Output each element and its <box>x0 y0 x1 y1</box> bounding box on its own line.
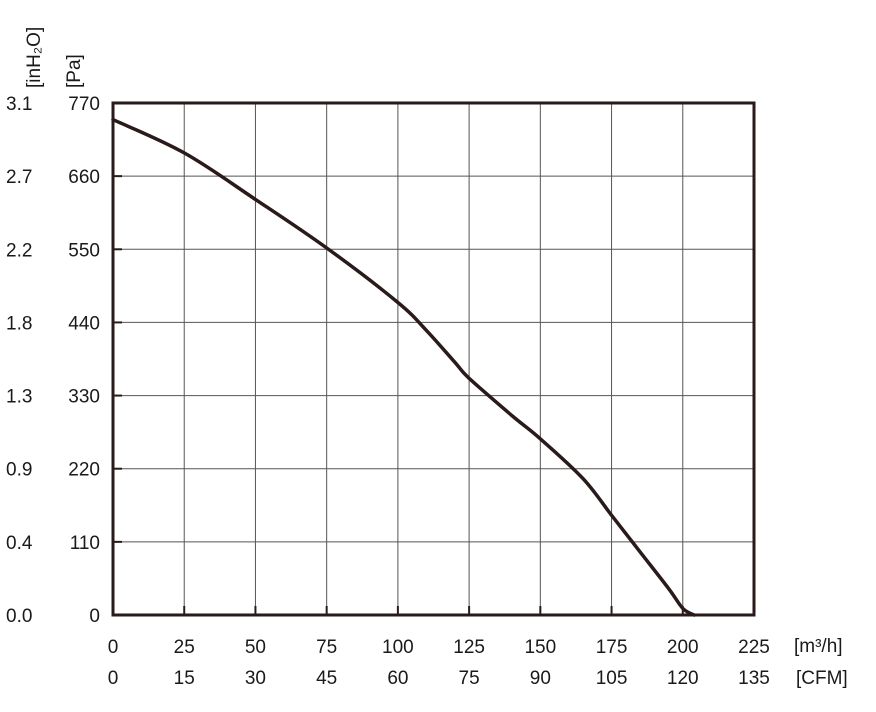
x-tick-label-m3h: 150 <box>524 637 556 658</box>
y-tick-label-pa: 110 <box>70 533 100 554</box>
y-tick-label-inh2o: 1.8 <box>6 313 32 334</box>
x-tick-label-m3h: 125 <box>453 637 485 658</box>
x-axis-cfm-unit-label: [CFM] <box>796 668 848 689</box>
x-tick-label-cfm: 90 <box>530 668 551 689</box>
y-tick-label-pa: 220 <box>68 460 100 481</box>
x-tick-label-cfm: 45 <box>316 668 337 689</box>
x-tick-label-cfm: 30 <box>245 668 266 689</box>
y-tick-label-inh2o: 2.7 <box>6 167 32 188</box>
x-tick-label-cfm: 105 <box>596 668 628 689</box>
y-tick-label-pa: 660 <box>68 167 100 188</box>
performance-curve <box>111 117 696 617</box>
x-tick-label-m3h: 175 <box>596 637 628 658</box>
x-tick-label-cfm: 0 <box>108 668 119 689</box>
x-tick-label-cfm: 75 <box>459 668 480 689</box>
series-layer <box>111 117 696 617</box>
x-tick-label-m3h: 100 <box>382 637 414 658</box>
y-tick-label-pa: 550 <box>68 240 100 261</box>
y-tick-label-pa: 440 <box>68 313 100 334</box>
x-tick-label-cfm: 120 <box>667 668 699 689</box>
x-tick-label-m3h: 200 <box>667 637 699 658</box>
y-axis-pa-unit-label: [Pa] <box>64 54 85 88</box>
x-axis-m3h-unit-label: [m³/h] <box>794 636 843 657</box>
y-tick-label-pa: 330 <box>68 387 100 408</box>
ticks-layer: 0025155030754510060125751509017510520012… <box>6 94 770 689</box>
x-tick-label-m3h: 50 <box>245 637 266 658</box>
grid-layer <box>112 102 755 616</box>
plot-frame <box>111 101 756 617</box>
x-tick-label-cfm: 15 <box>174 668 195 689</box>
y-tick-label-inh2o: 0.4 <box>6 533 33 554</box>
x-tick-label-m3h: 25 <box>174 637 195 658</box>
y-tick-label-pa: 770 <box>68 94 100 115</box>
y-tick-label-inh2o: 3.1 <box>6 94 32 115</box>
x-tick-label-m3h: 0 <box>108 637 119 658</box>
y-tick-label-inh2o: 1.3 <box>6 387 32 408</box>
y-tick-label-inh2o: 0.9 <box>6 460 32 481</box>
labels-layer: [inH₂O] [Pa] [m³/h] [CFM] <box>24 27 848 689</box>
y-tick-label-pa: 0 <box>89 606 100 627</box>
x-tick-label-cfm: 60 <box>387 668 408 689</box>
x-tick-label-m3h: 75 <box>316 637 337 658</box>
y-tick-label-inh2o: 2.2 <box>6 240 32 261</box>
y-axis-inh2o-unit-label: [inH₂O] <box>24 27 45 88</box>
y-tick-label-inh2o: 0.0 <box>6 606 32 627</box>
x-tick-label-cfm: 135 <box>738 668 770 689</box>
x-tick-label-m3h: 225 <box>738 637 770 658</box>
